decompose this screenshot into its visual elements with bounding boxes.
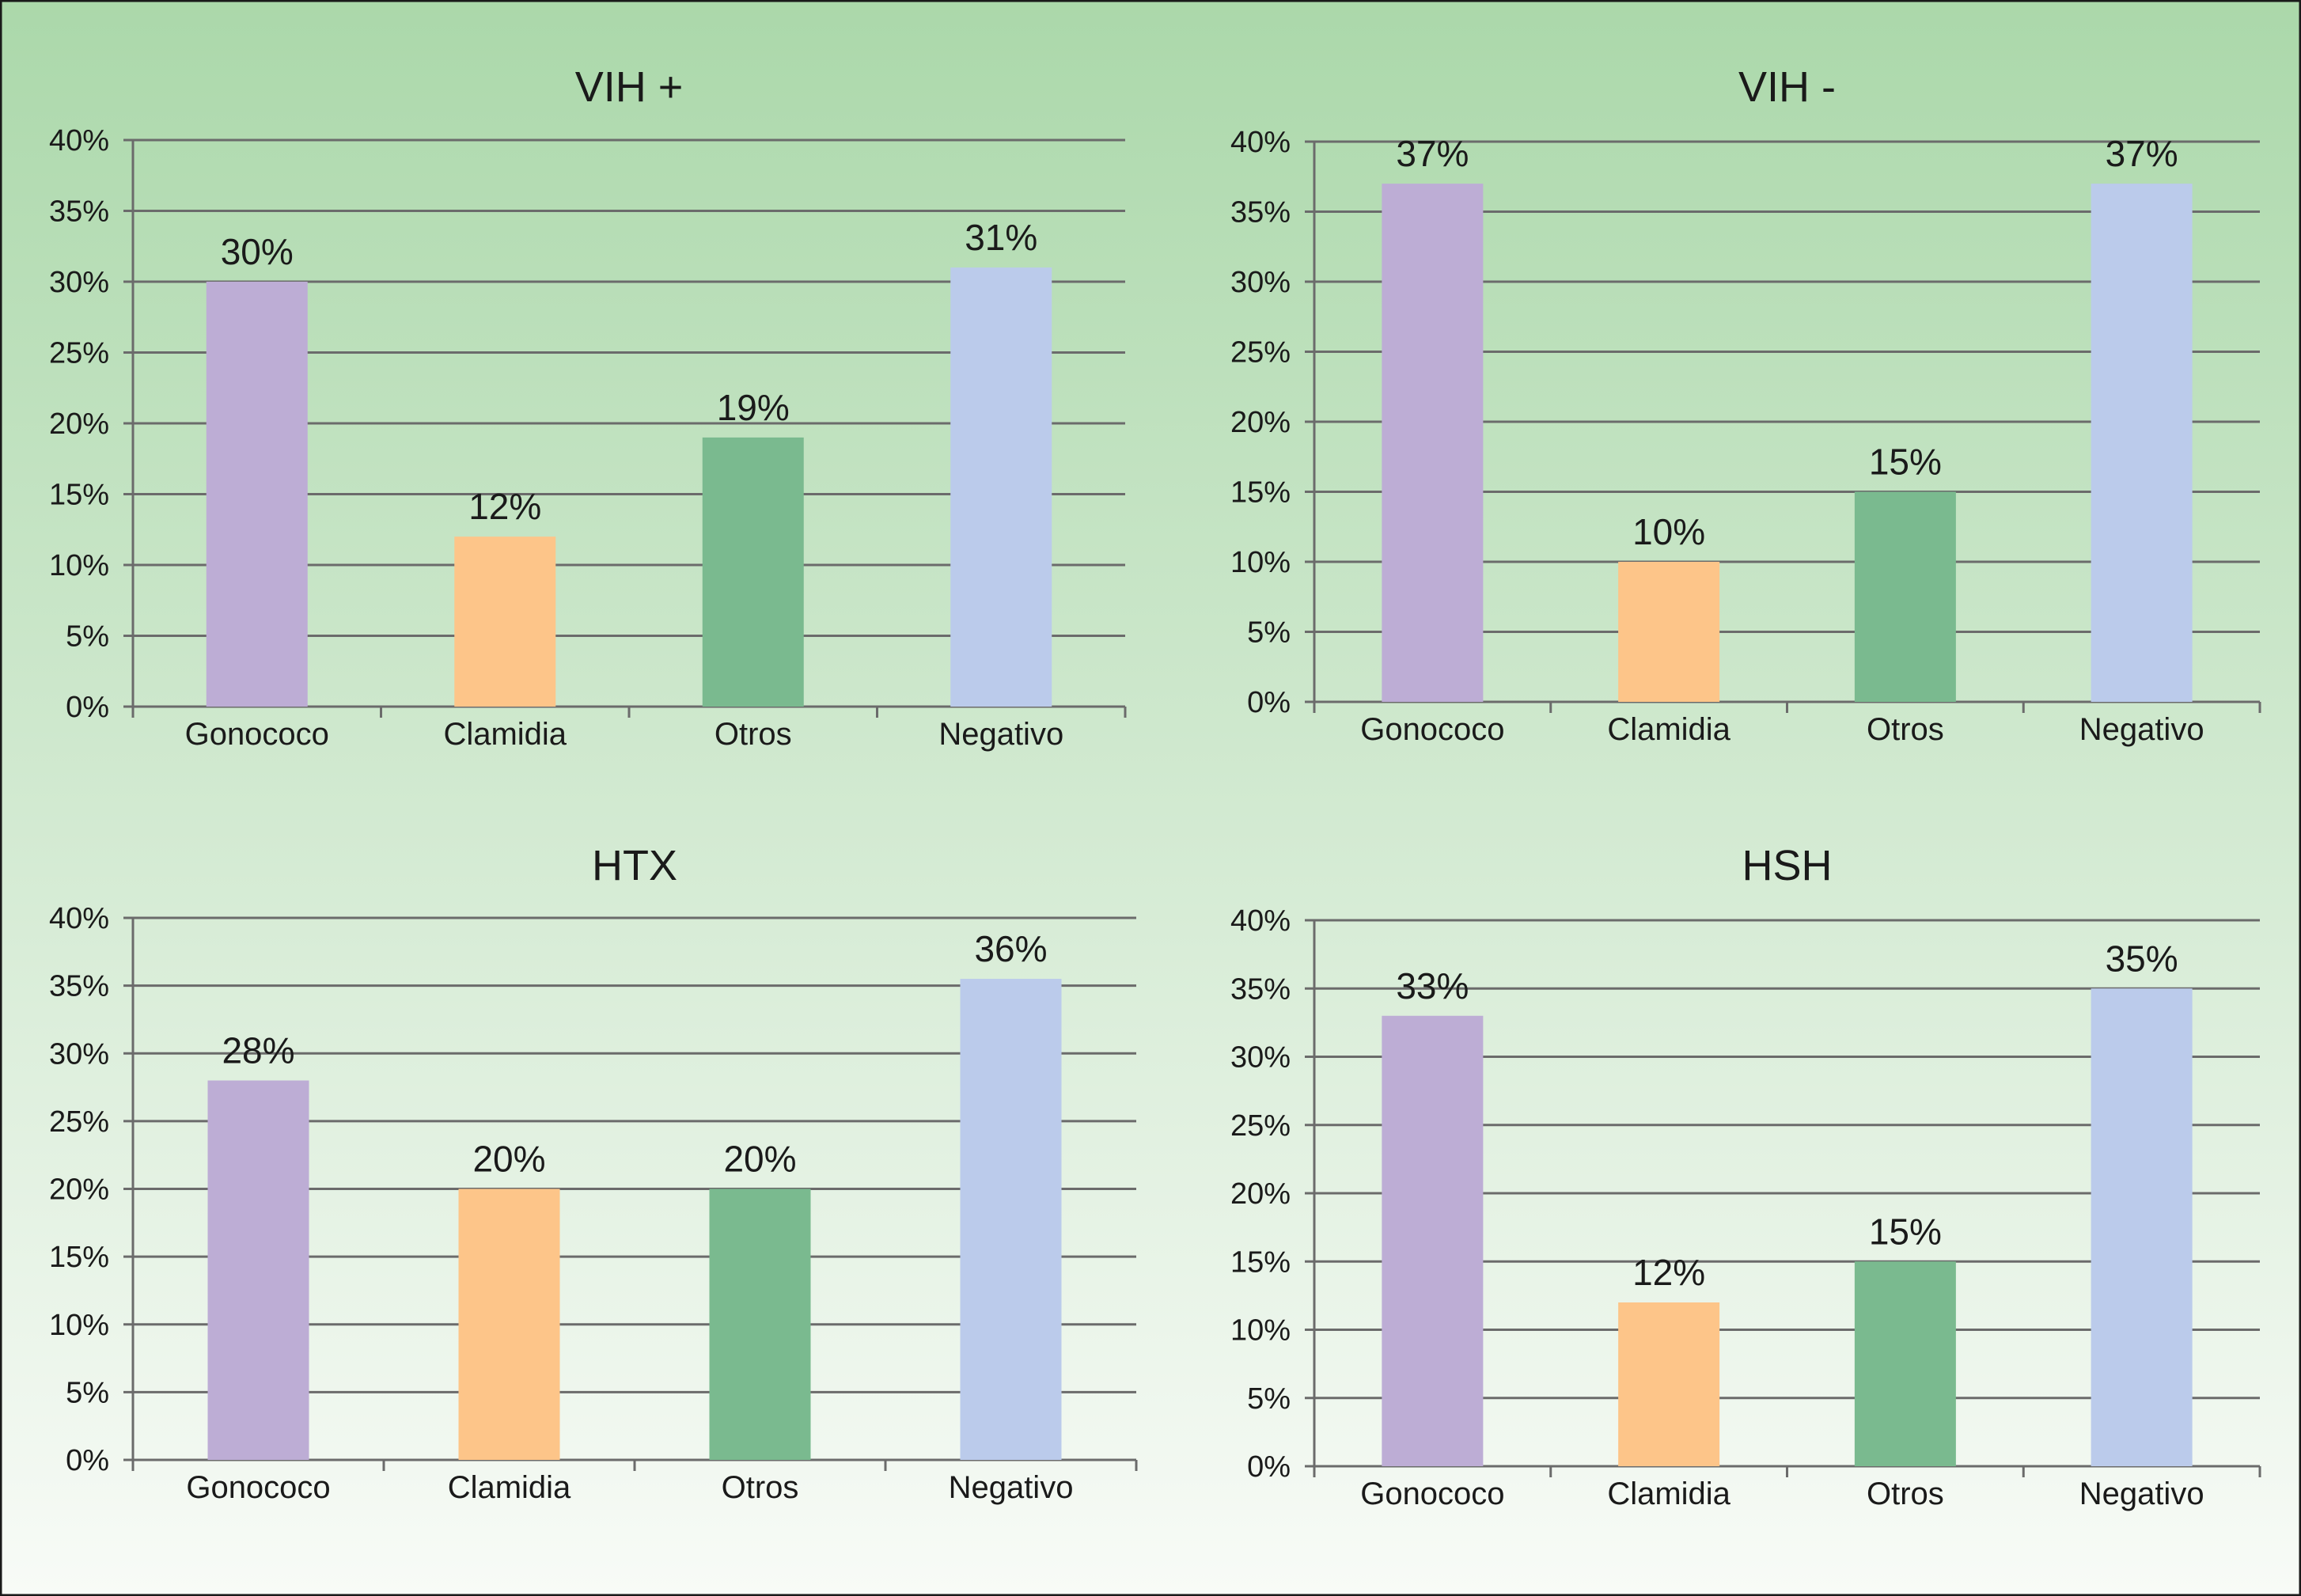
bar-otros: [702, 437, 804, 707]
category-label-clamidia: Clamidia: [448, 1470, 571, 1505]
data-label-gonococo: 33%: [1396, 965, 1469, 1007]
bar-clamidia: [454, 536, 556, 707]
bar-otros: [1854, 1261, 1956, 1466]
category-label-otros: Otros: [1867, 1477, 1944, 1511]
chart-vih-positivo: VIH + 0% 5% 10% 15% 20% 25% 30% 35% 40% 30% Gonococ…: [49, 63, 1127, 752]
y-tick-label: 35%: [1230, 196, 1291, 229]
bar-gonococo: [207, 1080, 309, 1460]
bar-clamidia: [1618, 1302, 1720, 1466]
bar-negativo: [2091, 988, 2193, 1466]
data-label-gonococo: 28%: [222, 1030, 294, 1071]
data-label-otros: 15%: [1869, 1211, 1942, 1252]
y-tick-label: 10%: [49, 549, 109, 582]
y-tick-label: 35%: [1230, 972, 1291, 1006]
y-tick-label: 40%: [1230, 904, 1291, 938]
category-label-gonococo: Gonococo: [1360, 712, 1504, 747]
category-label-otros: Otros: [1867, 712, 1944, 747]
category-label-gonococo: Gonococo: [186, 1470, 330, 1505]
y-tick-label: 0%: [1247, 686, 1291, 719]
y-tick-label: 25%: [1230, 1109, 1291, 1143]
category-label-clamidia: Clamidia: [1607, 1477, 1730, 1511]
y-tick-label: 25%: [49, 337, 109, 370]
y-tick-label: 35%: [49, 195, 109, 229]
data-label-gonococo: 37%: [1396, 133, 1469, 174]
y-tick-label: 15%: [1230, 1245, 1291, 1279]
data-label-clamidia: 10%: [1632, 511, 1705, 552]
y-tick-label: 30%: [49, 266, 109, 299]
category-label-negativo: Negativo: [2079, 1477, 2204, 1511]
chart-title: VIH -: [1738, 63, 1836, 111]
category-label-negativo: Negativo: [949, 1470, 1074, 1505]
category-label-clamidia: Clamidia: [1607, 712, 1730, 747]
data-label-clamidia: 20%: [472, 1139, 545, 1180]
bar-gonococo: [206, 282, 308, 707]
charts-layer: VIH + 0% 5% 10% 15% 20% 25% 30% 35% 40% 30% Gonococ…: [49, 63, 2261, 1511]
category-label-otros: Otros: [715, 717, 792, 752]
y-tick-label: 30%: [49, 1037, 109, 1071]
data-label-otros: 19%: [717, 387, 790, 428]
y-tick-label: 20%: [49, 408, 109, 441]
y-tick-label: 5%: [66, 1376, 109, 1409]
category-label-negativo: Negativo: [2079, 712, 2204, 747]
y-tick-label: 5%: [1247, 1382, 1291, 1416]
bar-otros: [1854, 491, 1956, 702]
chart-title: HSH: [1742, 842, 1832, 889]
y-tick-label: 0%: [66, 1444, 109, 1477]
chart-title: HTX: [592, 842, 677, 889]
y-tick-label: 30%: [1230, 266, 1291, 299]
y-tick-label: 35%: [49, 970, 109, 1003]
data-label-clamidia: 12%: [1632, 1252, 1705, 1293]
chart-htx: HTX 0% 5% 10% 15% 20% 25% 30% 35% 40% 28% Gonococo 2…: [49, 842, 1138, 1505]
y-tick-label: 15%: [49, 479, 109, 512]
y-tick-label: 40%: [49, 902, 109, 935]
bar-gonococo: [1382, 184, 1484, 703]
y-tick-label: 15%: [1230, 476, 1291, 510]
bar-gonococo: [1382, 1015, 1484, 1466]
chart-hsh: HSH 0% 5% 10% 15% 20% 25% 30% 35% 40% 33% Gonococo 1…: [1230, 842, 2261, 1511]
y-tick-label: 10%: [1230, 546, 1291, 579]
y-tick-label: 20%: [1230, 406, 1291, 439]
y-tick-label: 30%: [1230, 1041, 1291, 1075]
data-label-otros: 20%: [723, 1139, 796, 1180]
data-label-otros: 15%: [1869, 442, 1942, 483]
data-label-negativo: 31%: [965, 217, 1037, 258]
data-label-clamidia: 12%: [468, 486, 541, 527]
y-tick-label: 5%: [1247, 616, 1291, 650]
bar-negativo: [960, 979, 1062, 1460]
bar-negativo: [2091, 184, 2193, 703]
y-tick-label: 20%: [1230, 1177, 1291, 1211]
data-label-gonococo: 30%: [221, 231, 294, 272]
category-label-clamidia: Clamidia: [443, 717, 567, 752]
y-tick-label: 40%: [49, 124, 109, 157]
y-tick-label: 0%: [1247, 1450, 1291, 1484]
category-label-gonococo: Gonococo: [185, 717, 329, 752]
y-tick-label: 25%: [49, 1105, 109, 1139]
bar-clamidia: [1618, 562, 1720, 702]
bar-negativo: [950, 267, 1052, 707]
category-label-gonococo: Gonococo: [1360, 1477, 1504, 1511]
data-label-negativo: 35%: [2106, 938, 2178, 979]
bar-clamidia: [458, 1188, 560, 1460]
chart-title: VIH +: [575, 63, 684, 111]
bar-otros: [709, 1188, 811, 1460]
category-label-otros: Otros: [722, 1470, 799, 1505]
chart-vih-negativo: VIH - 0% 5% 10% 15% 20% 25% 30% 35% 40% 37% Gonococ…: [1230, 63, 2261, 747]
y-tick-label: 10%: [49, 1309, 109, 1342]
y-tick-label: 20%: [49, 1173, 109, 1207]
y-tick-label: 10%: [1230, 1314, 1291, 1348]
data-label-negativo: 36%: [974, 928, 1047, 969]
y-tick-label: 15%: [49, 1241, 109, 1274]
data-label-negativo: 37%: [2106, 133, 2178, 174]
y-tick-label: 5%: [66, 620, 109, 654]
y-tick-label: 40%: [1230, 126, 1291, 159]
y-tick-label: 25%: [1230, 336, 1291, 370]
y-tick-label: 0%: [66, 691, 109, 724]
category-label-negativo: Negativo: [938, 717, 1063, 752]
